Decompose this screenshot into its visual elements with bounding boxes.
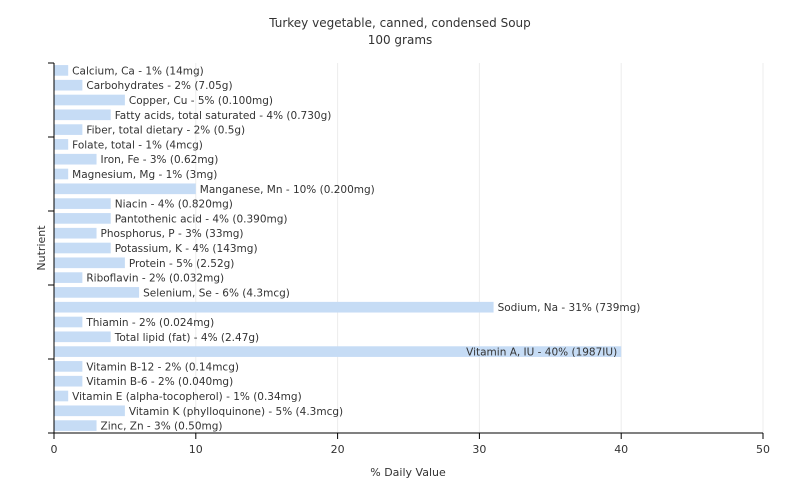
x-axis-title: % Daily Value [370, 466, 446, 479]
x-tick-label: 20 [331, 443, 345, 456]
bar [54, 124, 83, 135]
bar [54, 79, 83, 91]
bar-label: Calcium, Ca - 1% (14mg) [72, 65, 204, 77]
bar-label: Potassium, K - 4% (143mg) [115, 243, 258, 255]
bar-label: Copper, Cu - 5% (0.100mg) [129, 95, 273, 107]
bar [54, 65, 69, 76]
bars-group: Calcium, Ca - 1% (14mg) Carbohydrates - 2… [54, 65, 640, 433]
bar [54, 183, 196, 195]
bar-label: Fatty acids, total saturated - 4% (0.730… [115, 110, 332, 122]
x-tick-label: 50 [756, 443, 770, 456]
bar [54, 331, 111, 343]
bar [54, 153, 97, 165]
bar-label: Niacin - 4% (0.820mg) [115, 199, 233, 211]
grid-lines [195, 63, 764, 433]
y-axis-title: Nutrient [35, 225, 48, 271]
bar [54, 198, 111, 209]
bar [54, 375, 83, 387]
bar [54, 257, 125, 269]
bar [54, 390, 69, 402]
chart-subtitle: 100 grams [368, 33, 433, 47]
x-tick-label: 10 [189, 443, 203, 456]
bar [54, 361, 83, 372]
bar [54, 109, 111, 121]
bar-label: Magnesium, Mg - 1% (3mg) [72, 169, 217, 181]
x-tick-label: 30 [472, 443, 486, 456]
bar [54, 287, 140, 298]
bar-label: Selenium, Se - 6% (4.3mcg) [143, 287, 290, 299]
bar-label: Fiber, total dietary - 2% (0.5g) [86, 125, 245, 137]
bar-label: Total lipid (fat) - 4% (2.47g) [114, 332, 259, 344]
x-tick-label: 0 [51, 443, 58, 456]
bar-label: Protein - 5% (2.52g) [129, 258, 235, 270]
bar-label: Iron, Fe - 3% (0.62mg) [101, 154, 219, 166]
bar-label: Riboflavin - 2% (0.032mg) [86, 273, 224, 285]
axes-group: 0 10 20 30 40 50 [48, 62, 770, 456]
bar [54, 168, 69, 180]
chart-title: Turkey vegetable, canned, condensed Soup [268, 16, 531, 30]
bar [54, 405, 125, 417]
bar-label: Zinc, Zn - 3% (0.50mg) [101, 421, 223, 433]
bar [54, 94, 125, 106]
bar-label: Carbohydrates - 2% (7.05g) [86, 80, 232, 92]
bar-label: Vitamin K (phylloquinone) - 5% (4.3mcg) [129, 406, 343, 418]
bar-label: Folate, total - 1% (4mcg) [72, 139, 203, 151]
bar-label: Vitamin A, IU - 40% (1987IU) [466, 347, 617, 359]
bar-label: Manganese, Mn - 10% (0.200mg) [200, 184, 375, 196]
x-tick-label: 40 [614, 443, 628, 456]
bar [54, 139, 69, 150]
bar [54, 316, 83, 328]
bar [54, 420, 97, 431]
bar [54, 272, 83, 283]
bar-label: Vitamin B-12 - 2% (0.14mcg) [86, 361, 239, 373]
bar-label: Thiamin - 2% (0.024mg) [85, 317, 214, 329]
bar-label: Pantothenic acid - 4% (0.390mg) [115, 213, 288, 225]
bar [54, 213, 111, 224]
bar [54, 346, 622, 357]
bar [54, 227, 97, 239]
bar-label: Vitamin B-6 - 2% (0.040mg) [86, 376, 233, 388]
bar [54, 242, 111, 254]
bar [54, 301, 494, 313]
bar-label: Vitamin E (alpha-tocopherol) - 1% (0.34m… [72, 391, 302, 403]
bar-label: Sodium, Na - 31% (739mg) [498, 302, 641, 314]
bar-label: Phosphorus, P - 3% (33mg) [101, 228, 244, 240]
